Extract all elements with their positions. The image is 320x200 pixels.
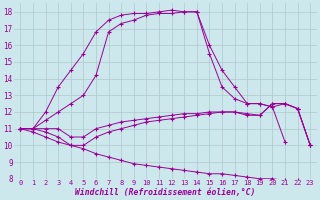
X-axis label: Windchill (Refroidissement éolien,°C): Windchill (Refroidissement éolien,°C)	[75, 188, 255, 197]
